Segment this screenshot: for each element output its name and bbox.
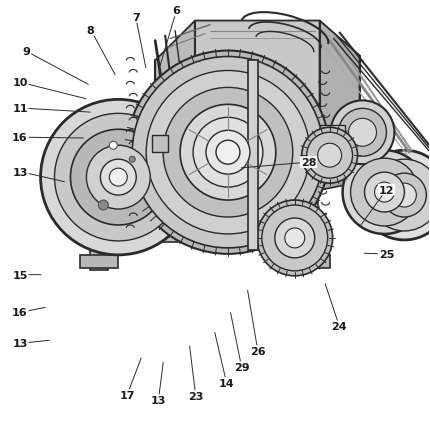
Circle shape bbox=[40, 100, 196, 255]
Circle shape bbox=[285, 228, 305, 248]
Circle shape bbox=[132, 57, 324, 248]
Circle shape bbox=[359, 151, 430, 240]
Text: 6: 6 bbox=[172, 6, 180, 16]
Circle shape bbox=[262, 206, 328, 271]
Polygon shape bbox=[300, 186, 318, 268]
Circle shape bbox=[302, 128, 357, 184]
Text: 24: 24 bbox=[332, 322, 347, 332]
Circle shape bbox=[393, 184, 416, 208]
Polygon shape bbox=[155, 22, 195, 171]
Circle shape bbox=[275, 218, 315, 258]
Circle shape bbox=[349, 119, 377, 147]
Circle shape bbox=[350, 159, 418, 227]
Text: 7: 7 bbox=[132, 13, 140, 23]
Circle shape bbox=[369, 160, 430, 231]
Text: 11: 11 bbox=[12, 104, 28, 114]
Circle shape bbox=[98, 200, 108, 211]
Circle shape bbox=[382, 174, 426, 218]
Circle shape bbox=[163, 88, 293, 218]
Circle shape bbox=[375, 183, 394, 203]
Circle shape bbox=[109, 169, 127, 187]
Text: 8: 8 bbox=[87, 26, 95, 36]
Polygon shape bbox=[319, 126, 344, 139]
Text: 25: 25 bbox=[379, 249, 394, 259]
Circle shape bbox=[338, 109, 387, 157]
Circle shape bbox=[318, 144, 341, 168]
Text: 13: 13 bbox=[12, 167, 28, 177]
Text: 16: 16 bbox=[12, 308, 28, 318]
Circle shape bbox=[343, 151, 426, 234]
Circle shape bbox=[216, 141, 240, 165]
Text: 26: 26 bbox=[250, 346, 266, 356]
Circle shape bbox=[146, 71, 310, 234]
Polygon shape bbox=[195, 22, 319, 151]
Text: 9: 9 bbox=[22, 47, 31, 57]
Polygon shape bbox=[80, 255, 118, 268]
Circle shape bbox=[71, 130, 166, 225]
Polygon shape bbox=[152, 136, 168, 153]
Text: 13: 13 bbox=[151, 395, 166, 405]
Circle shape bbox=[307, 133, 353, 179]
Polygon shape bbox=[322, 133, 343, 145]
Circle shape bbox=[365, 173, 404, 212]
Text: 10: 10 bbox=[12, 78, 28, 88]
Circle shape bbox=[100, 160, 136, 196]
Circle shape bbox=[126, 52, 330, 254]
Polygon shape bbox=[155, 22, 359, 73]
Circle shape bbox=[86, 146, 150, 209]
Polygon shape bbox=[288, 255, 330, 268]
Polygon shape bbox=[248, 61, 258, 250]
Polygon shape bbox=[319, 22, 359, 183]
Circle shape bbox=[206, 131, 250, 175]
Text: 29: 29 bbox=[234, 362, 249, 372]
Text: 15: 15 bbox=[12, 270, 28, 280]
Text: 14: 14 bbox=[219, 378, 234, 388]
Circle shape bbox=[109, 142, 117, 150]
Circle shape bbox=[180, 105, 276, 200]
Circle shape bbox=[257, 200, 333, 276]
Text: 13: 13 bbox=[12, 338, 28, 349]
Circle shape bbox=[193, 118, 263, 187]
Circle shape bbox=[129, 157, 135, 163]
Circle shape bbox=[55, 114, 182, 241]
Text: 23: 23 bbox=[188, 391, 203, 401]
Text: 12: 12 bbox=[379, 185, 394, 195]
Circle shape bbox=[331, 101, 394, 165]
Polygon shape bbox=[155, 146, 359, 206]
Polygon shape bbox=[89, 230, 200, 243]
Text: 16: 16 bbox=[12, 133, 28, 143]
Text: 28: 28 bbox=[301, 158, 316, 168]
Text: 17: 17 bbox=[120, 390, 135, 400]
Polygon shape bbox=[90, 166, 108, 270]
